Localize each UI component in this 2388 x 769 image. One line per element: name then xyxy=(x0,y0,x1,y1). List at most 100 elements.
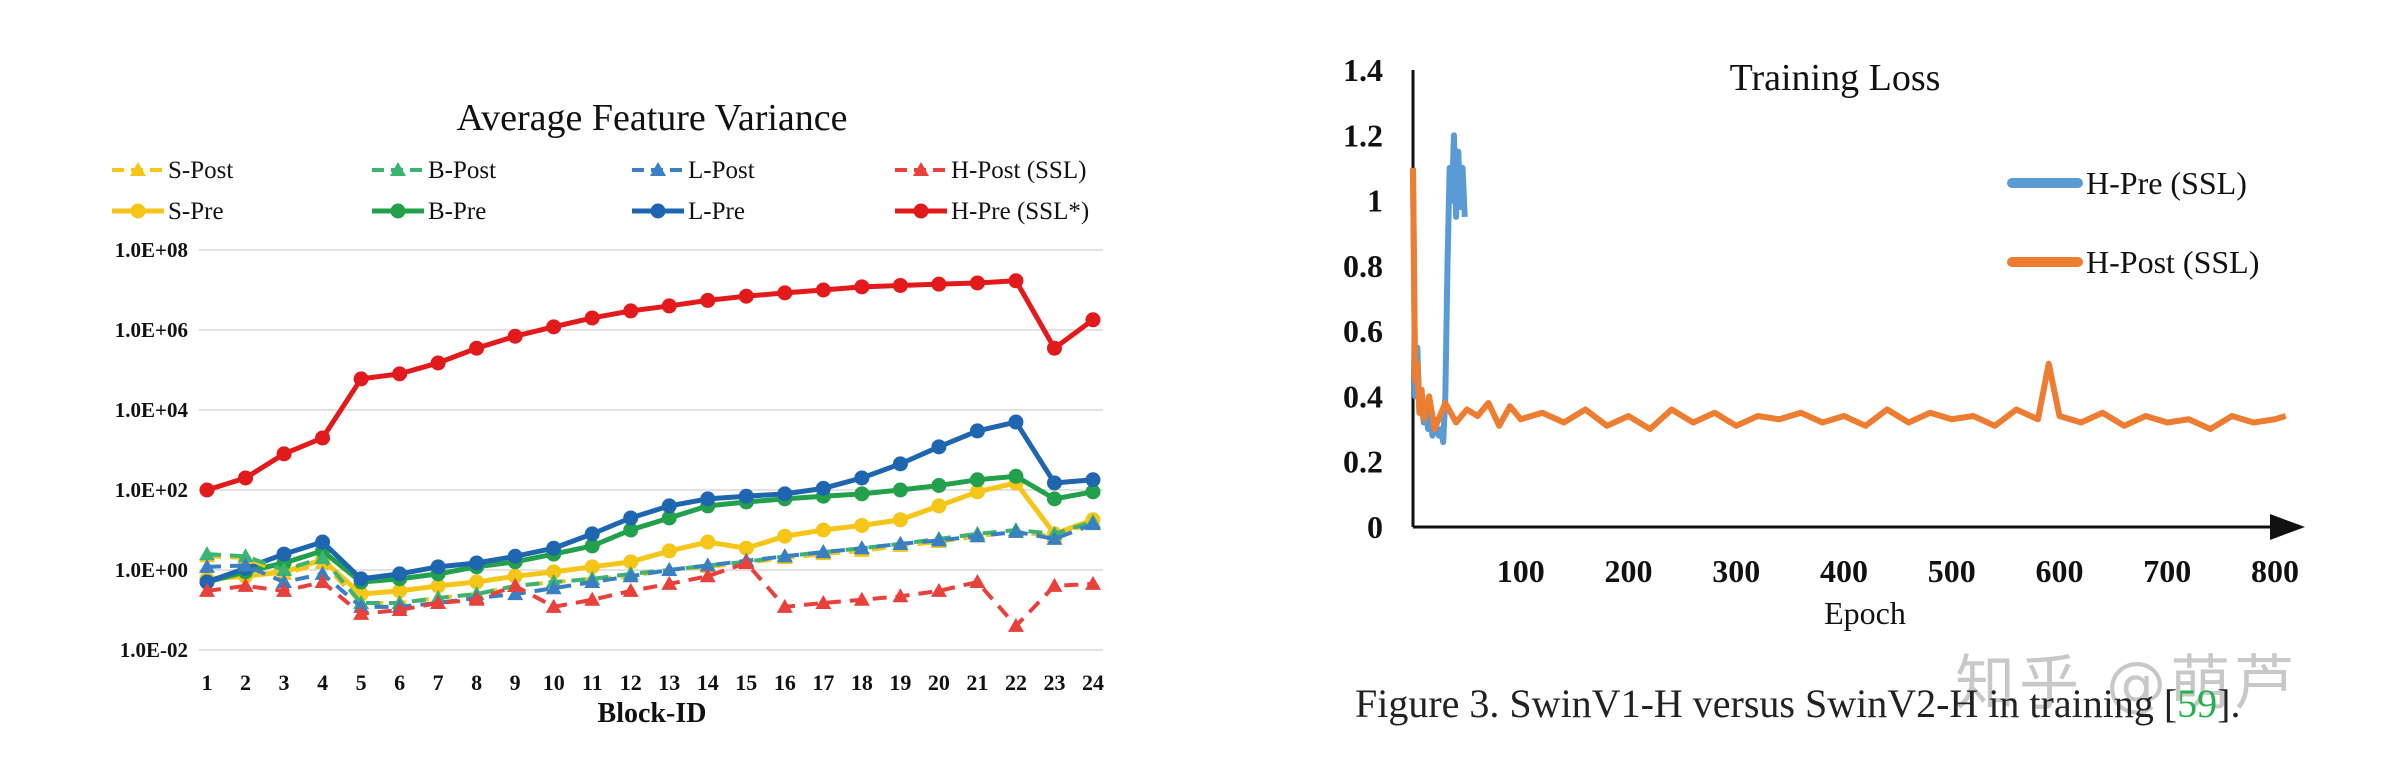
l-pre-point xyxy=(1046,475,1062,491)
left-y-axis-ticks: 1.0E-02 1.0E+00 1.0E+02 1.0E+04 1.0E+06 1.0E+… xyxy=(115,238,189,662)
legend-item-h-post-ssl: H-Post (SSL) xyxy=(895,157,1086,184)
legend-label: B-Post xyxy=(428,157,496,184)
loss-line-h-pre-ssl xyxy=(1410,132,1468,446)
legend-label: H-Post (SSL) xyxy=(951,157,1086,184)
s-pre-point xyxy=(661,543,677,559)
h-post-ssl-point xyxy=(545,598,562,613)
l-pre-point xyxy=(892,456,908,472)
left-y-tick-label: 1.0E+02 xyxy=(115,478,188,502)
right-y-tick-label: 0 xyxy=(1367,509,1383,545)
b-pre-point xyxy=(1085,484,1101,500)
l-pre-point xyxy=(777,486,793,502)
h-post-ssl-point xyxy=(622,582,639,597)
right-x-tick-label: 100 xyxy=(1497,553,1545,589)
legend-swatch-marker xyxy=(130,162,146,176)
h-post-ssl-point xyxy=(815,594,832,609)
s-pre-point xyxy=(738,540,754,556)
h-post-ssl-point xyxy=(199,582,215,597)
b-pre-point xyxy=(623,522,639,538)
left-x-tick-label: 1 xyxy=(202,670,213,695)
h-post-ssl-point xyxy=(930,582,947,597)
l-post-point xyxy=(276,574,293,589)
left-legend: S-Post B-Post L-Post H-Post (SSL) S-Pre B-Pre… xyxy=(112,157,1089,225)
left-x-tick-label: 4 xyxy=(317,670,328,695)
h-post-ssl-point xyxy=(1046,577,1063,592)
l-pre-point xyxy=(1008,414,1024,430)
h-pre-ssl-point xyxy=(238,470,254,486)
legend-swatch-marker xyxy=(650,162,666,176)
l-pre-point xyxy=(315,534,331,550)
left-x-tick-label: 20 xyxy=(928,670,950,695)
right-x-tick-label: 500 xyxy=(1928,553,1976,589)
loss-line-h-post-ssl xyxy=(1410,167,2287,433)
l-pre-point xyxy=(392,566,408,582)
left-x-tick-label: 6 xyxy=(394,670,405,695)
l-post-line xyxy=(206,522,1094,609)
right-x-tick-label: 700 xyxy=(2143,553,2191,589)
caption-text-before: Figure 3. SwinV1-H versus SwinV2-H in tr… xyxy=(1355,681,2178,726)
l-pre-point xyxy=(199,574,215,590)
legend-item-h-post-ssl: H-Post (SSL) xyxy=(2007,244,2259,280)
left-x-tick-label: 19 xyxy=(889,670,911,695)
legend-item-h-pre-ssl: H-Pre (SSL*) xyxy=(895,198,1089,225)
h-pre-ssl-point xyxy=(892,277,908,293)
l-post-point xyxy=(776,548,793,563)
right-y-tick-label: 1.4 xyxy=(1343,52,1383,88)
left-x-tick-label: 17 xyxy=(812,670,834,695)
left-x-tick-label: 12 xyxy=(620,670,642,695)
l-pre-point xyxy=(623,510,639,526)
right-y-tick-label: 0.6 xyxy=(1343,313,1383,349)
right-x-axis-arrow xyxy=(2270,514,2305,540)
h-pre-ssl-point xyxy=(738,288,754,304)
h-post-ssl-line xyxy=(206,560,1094,628)
h-pre-ssl-point xyxy=(430,355,446,371)
h-post-ssl-point xyxy=(853,591,870,606)
legend-item-h-pre-ssl: H-Pre (SSL) xyxy=(2007,165,2247,201)
legend-item-s-pre: S-Pre xyxy=(112,198,224,225)
l-pre-point xyxy=(969,423,985,439)
l-pre-point xyxy=(430,559,446,575)
h-pre-ssl-point xyxy=(815,282,831,298)
legend-item-b-post: B-Post xyxy=(372,157,496,184)
l-post-point xyxy=(1007,523,1024,538)
h-pre-ssl-line xyxy=(206,278,1095,493)
left-x-axis-label: Block-ID xyxy=(598,698,707,729)
h-pre-ssl-point xyxy=(969,275,985,291)
legend-label: S-Post xyxy=(168,157,233,184)
h-post-ssl-point xyxy=(969,574,986,589)
left-y-tick-label: 1.0E+04 xyxy=(115,398,189,422)
l-pre-point xyxy=(353,571,369,587)
left-x-tick-label: 7 xyxy=(433,670,444,695)
legend-label: H-Post (SSL) xyxy=(2086,244,2259,280)
left-y-tick-label: 1.0E+06 xyxy=(115,318,188,342)
l-pre-point xyxy=(661,498,677,514)
legend-swatch-marker xyxy=(390,162,406,176)
left-y-tick-label: 1.0E+00 xyxy=(115,558,188,582)
h-post-ssl-point xyxy=(391,602,408,616)
left-x-tick-label: 10 xyxy=(543,670,565,695)
right-y-tick-label: 1.2 xyxy=(1343,117,1383,153)
caption-reference-link[interactable]: 59 xyxy=(2177,681,2218,726)
right-x-tick-label: 300 xyxy=(1712,553,1760,589)
left-x-tick-label: 2 xyxy=(240,670,251,695)
s-pre-point xyxy=(392,583,408,599)
l-pre-point xyxy=(276,546,292,562)
l-post-point xyxy=(622,568,639,583)
l-post-point xyxy=(584,574,601,589)
l-post-point xyxy=(545,580,562,595)
right-x-axis-ticks: 100 200 300 400 500 600 700 800 xyxy=(1497,553,2299,589)
legend-swatch-marker xyxy=(913,162,929,176)
l-pre-point xyxy=(854,470,870,486)
h-pre-ssl-point xyxy=(199,482,215,498)
b-pre-point xyxy=(854,486,870,502)
h-post-ssl-point xyxy=(661,575,678,590)
l-pre-point xyxy=(1085,472,1101,488)
caption-text-after: ]. xyxy=(2217,681,2241,726)
h-post-ssl-point xyxy=(237,577,254,592)
h-post-ssl-point xyxy=(430,594,447,609)
l-pre-point xyxy=(507,548,523,564)
h-pre-ssl-point xyxy=(584,310,600,326)
l-pre-point xyxy=(584,526,600,542)
right-x-tick-label: 400 xyxy=(1820,553,1868,589)
legend-item-s-post: S-Post xyxy=(112,157,233,184)
